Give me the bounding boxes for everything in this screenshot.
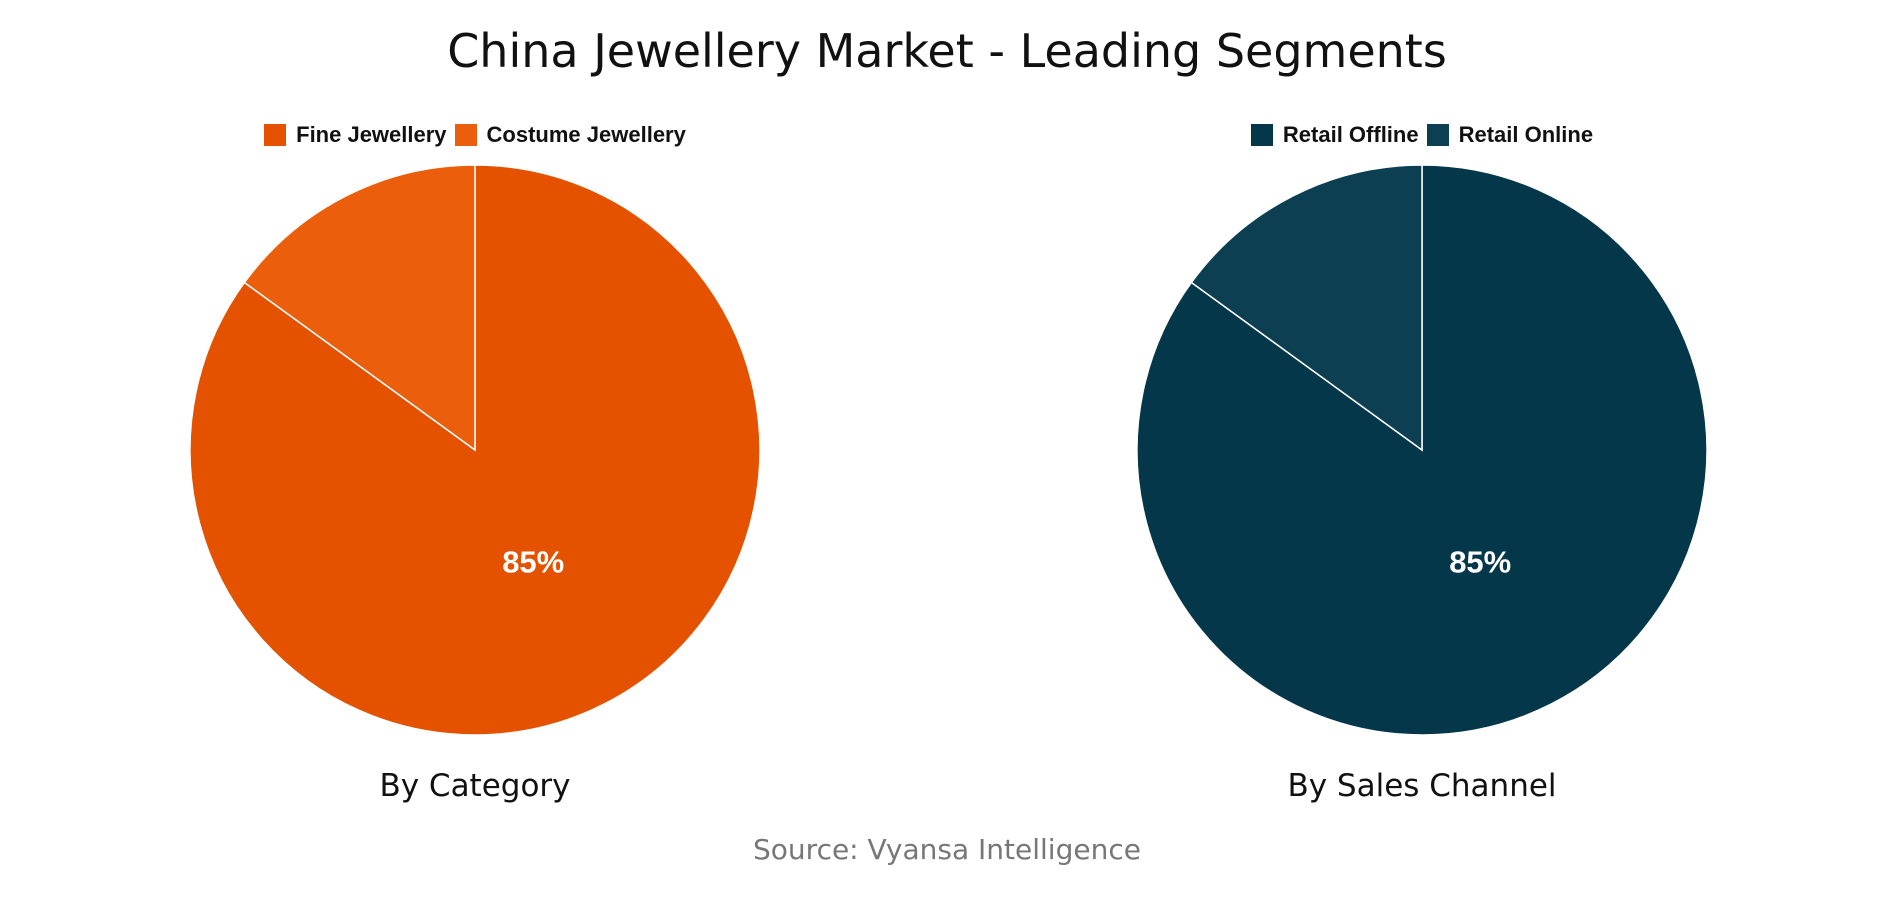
legend-label: Retail Offline bbox=[1282, 122, 1419, 147]
data-label: 85% bbox=[1449, 544, 1511, 579]
legend-swatch bbox=[1426, 124, 1449, 146]
legend-swatch bbox=[454, 124, 477, 146]
pie: 85% bbox=[1136, 164, 1708, 736]
legend-swatch bbox=[264, 124, 287, 146]
legend-item-costume-jewellery[interactable]: Costume Jewellery bbox=[454, 122, 686, 148]
legend-item-retail-offline[interactable]: Retail Offline bbox=[1250, 122, 1419, 148]
legend: Fine Jewellery Costume Jewellery bbox=[95, 122, 855, 148]
sales-channel-pie-chart: Retail Offline Retail Online 85% By Sale… bbox=[1042, 110, 1802, 830]
legend-label: Costume Jewellery bbox=[486, 122, 686, 147]
category-pie-chart: Fine Jewellery Costume Jewellery 85% By … bbox=[95, 110, 855, 830]
chart-title: China Jewellery Market - Leading Segment… bbox=[447, 24, 1447, 78]
legend-label: Fine Jewellery bbox=[296, 122, 447, 147]
legend-item-fine-jewellery[interactable]: Fine Jewellery bbox=[264, 122, 447, 148]
legend: Retail Offline Retail Online bbox=[1042, 122, 1802, 148]
data-label: 85% bbox=[502, 544, 564, 579]
pie-slice-retail-online[interactable] bbox=[1190, 164, 1423, 452]
pie-slice-costume-jewellery[interactable] bbox=[243, 164, 476, 452]
source-note: Source: Vyansa Intelligence bbox=[753, 833, 1141, 866]
legend-swatch bbox=[1250, 124, 1273, 146]
legend-label: Retail Online bbox=[1458, 122, 1594, 147]
pie: 85% bbox=[189, 164, 761, 736]
chart-subtitle: By Category bbox=[379, 768, 571, 804]
legend-item-retail-online[interactable]: Retail Online bbox=[1426, 122, 1594, 148]
chart-subtitle: By Sales Channel bbox=[1287, 768, 1557, 804]
